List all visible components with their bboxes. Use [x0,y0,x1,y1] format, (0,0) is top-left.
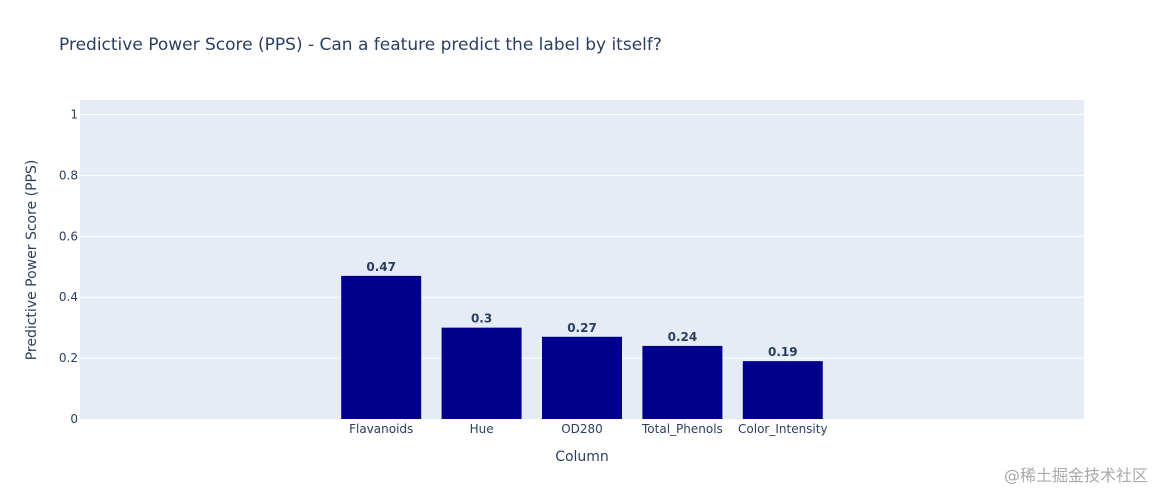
y-tick-label: 0 [70,412,78,426]
bar [542,336,622,419]
data-labels: 0.47 0.3 0.27 0.24 0.19 [366,260,797,359]
grid-lines [80,114,1084,359]
y-tick-label: 0.6 [59,229,78,243]
bar-value-label: 0.27 [567,321,597,335]
x-tick-label: Flavanoids [349,422,413,436]
x-axis-ticks: Flavanoids Hue OD280 Total_Phenols Color_Int… [349,422,827,436]
y-axis-ticks: 0 0.2 0.4 0.6 0.8 1 [59,108,78,427]
bar-value-label: 0.3 [471,312,492,326]
chart-title: Predictive Power Score (PPS) - Can a fea… [59,35,662,55]
bar [742,361,823,419]
bar [642,345,723,419]
bar [341,275,422,419]
x-tick-label: Color_Intensity [738,422,828,436]
x-tick-label: OD280 [561,422,603,436]
y-tick-label: 0.2 [59,351,78,365]
y-tick-label: 0.4 [59,290,78,304]
bar [441,327,522,419]
bar-value-label: 0.47 [366,260,396,274]
x-tick-label: Hue [470,422,494,436]
x-axis-title: Column [555,449,609,465]
x-tick-label: Total_Phenols [641,422,723,436]
bar-value-label: 0.19 [768,345,798,359]
y-tick-label: 0.8 [59,168,78,182]
y-tick-label: 1 [70,108,78,122]
bars [341,275,823,419]
watermark: @稀土掘金技术社区 [1003,466,1148,485]
bar-value-label: 0.24 [668,330,698,344]
y-axis-title: Predictive Power Score (PPS) [24,160,40,361]
